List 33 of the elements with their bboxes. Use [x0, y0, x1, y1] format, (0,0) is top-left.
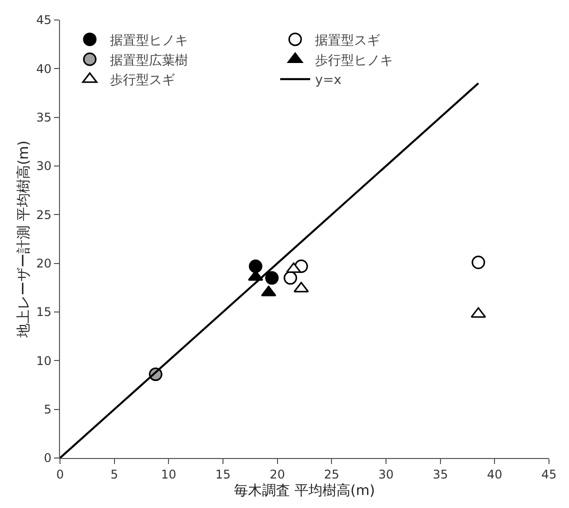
point	[472, 256, 486, 270]
legend-label: 据置型広葉樹	[110, 52, 188, 68]
y-tick-label: 5	[44, 402, 52, 417]
legend-label: 歩行型スギ	[110, 73, 175, 88]
point	[294, 282, 309, 292]
x-tick-label: 10	[161, 468, 176, 482]
point	[265, 271, 279, 285]
y-tick-label: 0	[44, 451, 52, 466]
x-tick-label: 35	[432, 468, 448, 482]
x-tick-label: 15	[215, 468, 231, 482]
x-tick-label: 30	[378, 468, 394, 482]
y-tick-label: 15	[36, 305, 52, 320]
y-tick-label: 30	[36, 159, 52, 174]
x-tick-label: 40	[487, 468, 502, 482]
x-tick-label: 45	[541, 468, 557, 482]
y-tick-label: 35	[36, 110, 52, 125]
legend-label: y=x	[315, 73, 342, 88]
y-tick-label: 20	[36, 256, 52, 271]
y-axis-title: 地上レーザー計測 平均樹高(m)	[16, 140, 32, 339]
legend-label: 据置型ヒノキ	[110, 33, 188, 48]
legend-label: 据置型スギ	[315, 33, 380, 48]
x-tick-label: 0	[56, 468, 64, 482]
point	[284, 271, 298, 285]
legend-label: 歩行型ヒノキ	[315, 53, 394, 68]
point	[248, 260, 262, 273]
y-tick-label: 25	[36, 208, 52, 222]
x-axis-title: 毎木調査 平均樹高(m)	[234, 482, 376, 499]
x-tick-label: 5	[110, 468, 118, 482]
y-tick-label: 10	[36, 354, 52, 368]
x-tick-label: 25	[324, 468, 340, 482]
y-tick-label: 40	[36, 62, 52, 76]
x-tick-label: 20	[270, 468, 285, 482]
y-tick-label: 45	[36, 13, 52, 28]
